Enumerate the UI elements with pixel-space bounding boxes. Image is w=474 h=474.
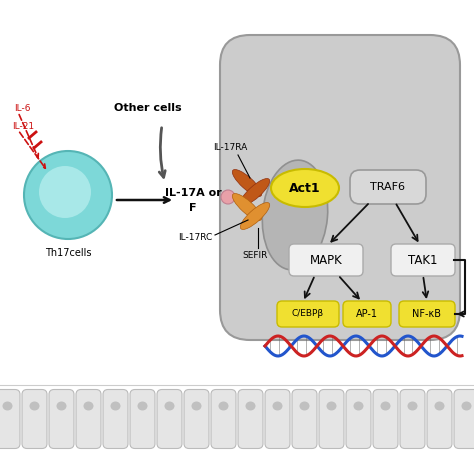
Ellipse shape <box>56 401 66 410</box>
Text: NF-κB: NF-κB <box>412 309 441 319</box>
Ellipse shape <box>300 401 310 410</box>
Text: TAK1: TAK1 <box>408 254 438 266</box>
Ellipse shape <box>354 401 364 410</box>
Text: C/EBPβ: C/EBPβ <box>292 310 324 319</box>
Ellipse shape <box>29 401 39 410</box>
Text: IL-17A or: IL-17A or <box>164 188 221 198</box>
Ellipse shape <box>83 401 93 410</box>
FancyBboxPatch shape <box>220 35 460 340</box>
FancyBboxPatch shape <box>265 390 290 448</box>
Ellipse shape <box>240 202 270 229</box>
Text: SEFIR: SEFIR <box>242 250 268 259</box>
Ellipse shape <box>164 401 174 410</box>
Text: IL-17RA: IL-17RA <box>213 144 247 153</box>
Text: AP-1: AP-1 <box>356 309 378 319</box>
Ellipse shape <box>462 401 472 410</box>
FancyBboxPatch shape <box>319 390 344 448</box>
Text: TRAF6: TRAF6 <box>371 182 405 192</box>
FancyBboxPatch shape <box>350 170 426 204</box>
FancyBboxPatch shape <box>346 390 371 448</box>
Ellipse shape <box>408 401 418 410</box>
Ellipse shape <box>271 169 339 207</box>
FancyBboxPatch shape <box>454 390 474 448</box>
Ellipse shape <box>24 151 112 239</box>
FancyBboxPatch shape <box>76 390 101 448</box>
Text: Other cells: Other cells <box>114 103 182 113</box>
FancyBboxPatch shape <box>211 390 236 448</box>
Ellipse shape <box>262 160 328 270</box>
FancyBboxPatch shape <box>49 390 74 448</box>
Ellipse shape <box>110 401 120 410</box>
FancyBboxPatch shape <box>427 390 452 448</box>
Ellipse shape <box>2 401 12 410</box>
FancyBboxPatch shape <box>289 244 363 276</box>
Ellipse shape <box>327 401 337 410</box>
Text: IL-17RC: IL-17RC <box>178 233 212 241</box>
Text: Th17cells: Th17cells <box>45 248 91 258</box>
Ellipse shape <box>221 190 235 204</box>
FancyBboxPatch shape <box>0 390 20 448</box>
Ellipse shape <box>137 401 147 410</box>
Ellipse shape <box>232 170 262 196</box>
Ellipse shape <box>232 193 262 220</box>
Ellipse shape <box>240 179 270 205</box>
Ellipse shape <box>39 166 91 218</box>
Ellipse shape <box>435 401 445 410</box>
Text: Act1: Act1 <box>289 182 321 194</box>
FancyBboxPatch shape <box>391 244 455 276</box>
Ellipse shape <box>219 401 228 410</box>
Text: F: F <box>189 203 197 213</box>
Ellipse shape <box>273 401 283 410</box>
FancyBboxPatch shape <box>343 301 391 327</box>
Text: MAPK: MAPK <box>310 254 342 266</box>
FancyBboxPatch shape <box>130 390 155 448</box>
FancyBboxPatch shape <box>400 390 425 448</box>
FancyBboxPatch shape <box>22 390 47 448</box>
Text: IL-21: IL-21 <box>12 121 34 130</box>
Ellipse shape <box>246 401 255 410</box>
FancyBboxPatch shape <box>277 301 339 327</box>
FancyBboxPatch shape <box>399 301 455 327</box>
Ellipse shape <box>381 401 391 410</box>
FancyBboxPatch shape <box>292 390 317 448</box>
Text: IL-6: IL-6 <box>14 103 30 112</box>
FancyBboxPatch shape <box>373 390 398 448</box>
FancyBboxPatch shape <box>184 390 209 448</box>
Ellipse shape <box>191 401 201 410</box>
FancyBboxPatch shape <box>238 390 263 448</box>
FancyBboxPatch shape <box>157 390 182 448</box>
FancyBboxPatch shape <box>103 390 128 448</box>
